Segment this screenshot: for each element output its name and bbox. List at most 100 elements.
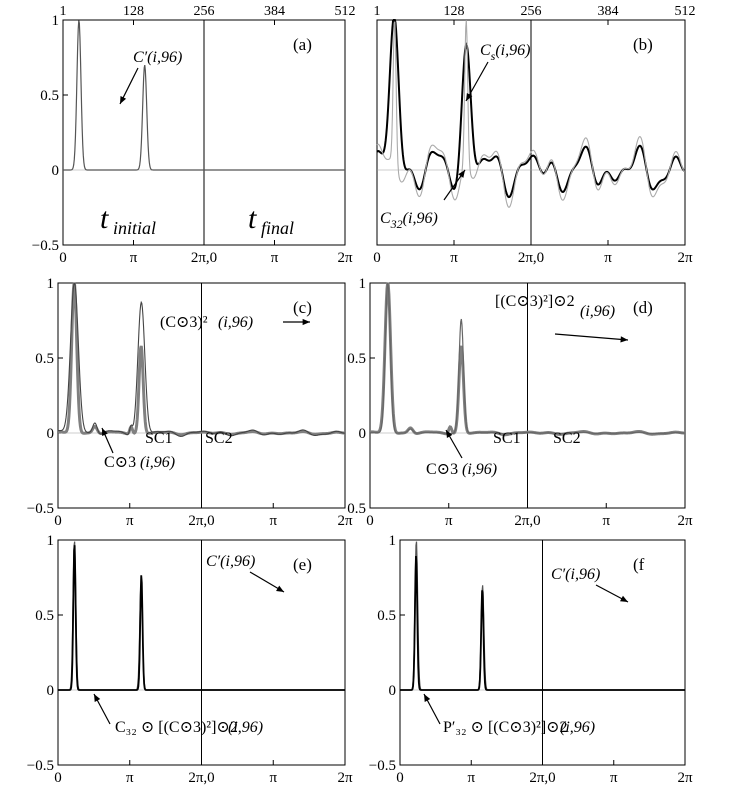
top-tick-label: 256 bbox=[521, 4, 542, 19]
x-tick-label: π bbox=[602, 513, 610, 529]
x-tick-label: 2π,0 bbox=[518, 250, 544, 266]
annotation-label: SC1 bbox=[145, 430, 173, 447]
x-tick-label: 2π,0 bbox=[514, 513, 540, 529]
x-tick-label: 0 bbox=[54, 770, 62, 786]
annotation-label: C32(i,96) bbox=[380, 210, 438, 231]
x-tick-label: π bbox=[126, 513, 134, 529]
series-line-b-1 bbox=[376, 20, 686, 208]
annotation-label: P′₃₂ ⊙ [(C⊙3)²]⊙2 bbox=[443, 719, 568, 736]
panel-label: (e) bbox=[293, 555, 312, 574]
top-tick-label: 128 bbox=[123, 4, 144, 19]
arrow-head bbox=[446, 430, 453, 438]
x-tick-label: 0 bbox=[396, 770, 404, 786]
annotation-label: C₃₂ ⊙ [(C⊙3)²]⊙2 bbox=[115, 719, 238, 736]
annotation-label: (i,96) bbox=[462, 461, 497, 478]
x-tick-label: 2π,0 bbox=[188, 513, 214, 529]
y-tick-label: 0.5 bbox=[35, 608, 54, 624]
x-tick-label: 2π bbox=[677, 250, 693, 266]
series-line-e-1 bbox=[58, 545, 345, 691]
top-tick-label: 128 bbox=[444, 4, 465, 19]
y-tick-label: −0.5 bbox=[32, 238, 59, 254]
y-tick-label: 1 bbox=[52, 13, 60, 29]
arrow-head bbox=[620, 336, 628, 343]
panel-label: (f bbox=[633, 555, 645, 574]
x-tick-label: 2π,0 bbox=[529, 770, 555, 786]
panel-a: 0 π 2π,0 π 2π1 128 256 384 51210.50−0.5(a)C′(i,9… bbox=[32, 4, 356, 266]
arrow-head bbox=[276, 585, 284, 592]
x-tick-label: π bbox=[604, 250, 612, 266]
y-tick-label: 0 bbox=[389, 683, 397, 699]
top-tick-label: 384 bbox=[598, 4, 619, 19]
y-tick-label: 0.5 bbox=[347, 501, 366, 517]
top-tick-label: 1 bbox=[60, 4, 67, 19]
panel-label: (a) bbox=[293, 35, 312, 54]
series-line-b-0 bbox=[376, 19, 686, 199]
series-line-d-1 bbox=[369, 283, 685, 435]
top-tick-label: 1 bbox=[374, 4, 381, 19]
arrow-head bbox=[466, 93, 473, 101]
panel-label: (b) bbox=[633, 35, 653, 54]
annotation-label: (i,96) bbox=[140, 454, 175, 471]
panel-label: (d) bbox=[633, 298, 653, 317]
y-tick-label: 0.5 bbox=[40, 88, 59, 104]
y-tick-label: 0 bbox=[52, 163, 60, 179]
x-tick-label: π bbox=[271, 250, 279, 266]
x-tick-label: 2π bbox=[677, 513, 693, 529]
x-tick-label: 2π,0 bbox=[191, 250, 217, 266]
arrow-head bbox=[102, 428, 108, 436]
x-tick-label: 0 bbox=[373, 250, 381, 266]
top-tick-label: 256 bbox=[194, 4, 215, 19]
y-tick-label: 0 bbox=[359, 426, 367, 442]
series-line-a-0 bbox=[63, 20, 345, 171]
y-tick-label: 1 bbox=[47, 276, 55, 292]
y-tick-label: −0.5 bbox=[369, 758, 396, 774]
y-tick-label: −0.5 bbox=[27, 501, 54, 517]
x-tick-label: π bbox=[610, 770, 618, 786]
annotation-label: (i,96) bbox=[580, 303, 615, 320]
annotation-label: SC2 bbox=[205, 430, 233, 447]
annotation-label: C′(i,96) bbox=[206, 553, 255, 570]
top-tick-label: 512 bbox=[675, 4, 696, 19]
x-tick-label: 2π bbox=[337, 513, 353, 529]
x-tick-label: π bbox=[126, 770, 134, 786]
x-tick-label: 0 bbox=[54, 513, 62, 529]
annotation-arrow bbox=[554, 333, 629, 341]
annotation-label: [(C⊙3)²]⊙2 bbox=[495, 293, 575, 310]
annotation-label: initial bbox=[113, 218, 156, 238]
arrow-head bbox=[302, 318, 310, 326]
annotation-label: SC2 bbox=[553, 430, 581, 447]
y-tick-label: 1 bbox=[389, 533, 397, 549]
y-tick-label: 0 bbox=[47, 683, 55, 699]
panel-label: (c) bbox=[293, 298, 312, 317]
annotation-label: (i,96) bbox=[228, 719, 263, 736]
y-tick-label: 0 bbox=[47, 426, 55, 442]
arrow-head bbox=[120, 96, 127, 104]
top-tick-label: 512 bbox=[335, 4, 356, 19]
arrow-head bbox=[424, 694, 431, 702]
x-tick-label: 2π bbox=[337, 770, 353, 786]
y-tick-label: 0.5 bbox=[347, 351, 366, 367]
annotation-label: (i,96) bbox=[560, 719, 595, 736]
y-tick-label: 0.5 bbox=[377, 608, 396, 624]
x-tick-label: 2π bbox=[677, 770, 693, 786]
annotation-label: (i,96) bbox=[218, 314, 253, 331]
annotation-label: C⊙3 bbox=[426, 461, 458, 478]
arrow-head bbox=[94, 694, 101, 702]
y-tick-label: 1 bbox=[47, 533, 55, 549]
x-tick-label: 0 bbox=[366, 513, 374, 529]
annotation-label: (C⊙3)² bbox=[160, 314, 208, 331]
top-tick-label: 384 bbox=[264, 4, 285, 19]
annotation-arrow bbox=[465, 61, 489, 102]
annotation-label: C′(i,96) bbox=[133, 49, 182, 66]
x-tick-label: 0 bbox=[59, 250, 67, 266]
x-tick-label: 2π bbox=[337, 250, 353, 266]
x-tick-label: π bbox=[445, 513, 453, 529]
x-tick-label: 2π,0 bbox=[188, 770, 214, 786]
annotation-label: C⊙3 bbox=[104, 454, 136, 471]
arrow-head bbox=[458, 170, 465, 178]
x-tick-label: π bbox=[450, 250, 458, 266]
